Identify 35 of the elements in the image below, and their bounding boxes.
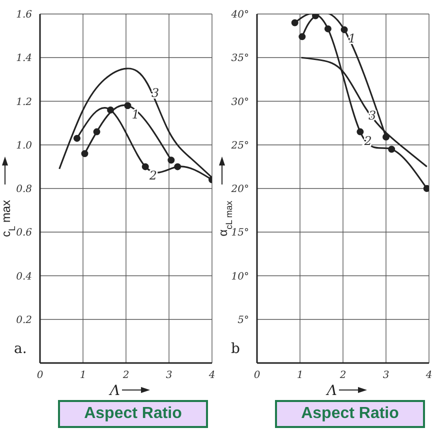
x-axis-title: Λ: [324, 383, 337, 399]
y-tick-label: 1.6: [16, 10, 33, 21]
y-tick-label: 0.6: [16, 228, 33, 239]
y-tick-label: 1.2: [16, 96, 32, 108]
y-tick-label: 25°: [230, 140, 249, 152]
y-tick-label: 1.4: [16, 53, 32, 64]
y-tick-label: 5°: [238, 314, 249, 326]
y-tick-label: 20°: [230, 184, 249, 196]
x-tick-label: 1: [80, 370, 86, 382]
x-tick-label: 3: [382, 370, 390, 382]
x-tick-label: 3: [166, 370, 172, 382]
x-tick-label: 2: [122, 370, 130, 382]
x-tick-label: 0: [254, 370, 261, 382]
y-tick-label: 40°: [230, 10, 249, 21]
y-tick-label: 1.0: [16, 140, 33, 152]
x-tick-label: 0: [36, 370, 44, 382]
series-label: 1: [132, 108, 140, 122]
x-tick-label: 4: [424, 370, 432, 382]
y-tick-label: 0.2: [16, 314, 32, 326]
y-tick-label: 30°: [231, 96, 249, 108]
x-axis-title: Λ: [108, 383, 120, 399]
y-tick-label: 0.8: [16, 184, 32, 196]
y-tick-label: 0.4: [16, 271, 32, 282]
text: b: [231, 341, 240, 357]
text: a.: [14, 341, 27, 357]
y-tick-label: 35°: [231, 53, 249, 64]
text: Aspect Ratio: [58, 400, 208, 428]
x-tick-label: 4: [208, 370, 216, 382]
series-label: 2: [148, 168, 157, 183]
x-tick-label: 2: [338, 370, 346, 382]
text: Aspect Ratio: [275, 400, 425, 428]
y-tick-label: 10°: [231, 271, 249, 282]
x-tick-label: 1: [296, 370, 304, 382]
series-label: 1: [348, 32, 356, 46]
y-tick-label: 15°: [231, 228, 249, 239]
